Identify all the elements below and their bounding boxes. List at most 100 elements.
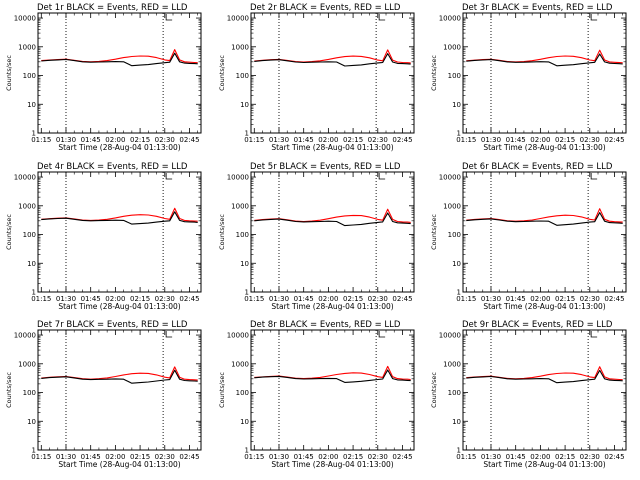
y-tick-label: 1000 xyxy=(443,202,461,210)
x-tick-label: 02:30 xyxy=(155,453,175,461)
x-tick-label: 02:45 xyxy=(392,453,412,461)
y-tick-label: 100 xyxy=(448,72,461,80)
y-tick-label: 100 xyxy=(236,389,249,397)
detector-panel-4: Det 4r BLACK = Events, RED = LLD 1 10 100 10… xyxy=(5,162,202,311)
x-tick-label: 01:30 xyxy=(481,136,501,144)
series-line-events xyxy=(254,53,411,67)
y-axis-label: Counts/sec xyxy=(430,55,438,91)
x-axis-label: Start Time (28-Aug-04 01:13:00) xyxy=(58,460,180,469)
x-tick-label: 01:45 xyxy=(294,136,314,144)
y-tick-label: 1 xyxy=(457,447,461,455)
x-tick-label: 01:15 xyxy=(244,453,264,461)
x-tick-label: 02:00 xyxy=(318,453,338,461)
x-tick-label: 01:15 xyxy=(456,136,476,144)
detector-panel-8: Det 8r BLACK = Events, RED = LLD 1 10 100 10… xyxy=(218,320,415,469)
plot-frame xyxy=(462,329,627,451)
y-axis-label: Counts/sec xyxy=(5,55,13,91)
y-axis-label: Counts/sec xyxy=(218,55,226,91)
plot-frame xyxy=(250,171,415,293)
chart-title: Det 7r BLACK = Events, RED = LLD xyxy=(37,320,188,330)
x-tick-label: 02:45 xyxy=(604,453,624,461)
x-axis-label: Start Time (28-Aug-04 01:13:00) xyxy=(271,143,393,152)
x-tick-label: 02:30 xyxy=(368,453,388,461)
series-line-events xyxy=(466,53,623,67)
y-tick-label: 10000 xyxy=(227,15,249,23)
y-tick-label: 10 xyxy=(27,260,36,268)
chart-title: Det 9r BLACK = Events, RED = LLD xyxy=(462,320,613,330)
y-axis-label: Counts/sec xyxy=(218,214,226,250)
y-tick-label: 10 xyxy=(240,260,249,268)
x-tick-label: 01:30 xyxy=(269,136,289,144)
plot-frame xyxy=(462,171,627,293)
x-tick-label: 02:15 xyxy=(130,295,150,303)
x-tick-label: 02:30 xyxy=(368,136,388,144)
x-tick-label: 01:45 xyxy=(506,453,526,461)
chart-title: Det 2r BLACK = Events, RED = LLD xyxy=(250,3,401,13)
y-axis-label: Counts/sec xyxy=(430,214,438,250)
y-tick-label: 1 xyxy=(457,130,461,138)
x-tick-label: 01:30 xyxy=(56,453,76,461)
x-tick-label: 02:00 xyxy=(530,295,550,303)
y-tick-label: 10000 xyxy=(14,174,36,182)
chart-title: Det 1r BLACK = Events, RED = LLD xyxy=(37,3,188,13)
detector-panel-3: Det 3r BLACK = Events, RED = LLD 1 10 100 10… xyxy=(430,3,627,152)
x-tick-label: 01:45 xyxy=(81,453,101,461)
y-tick-label: 100 xyxy=(23,231,36,239)
x-tick-label: 01:15 xyxy=(244,136,264,144)
y-axis-label: Counts/sec xyxy=(5,214,13,250)
x-axis-label: Start Time (28-Aug-04 01:13:00) xyxy=(58,143,180,152)
x-tick-label: 02:00 xyxy=(105,295,125,303)
y-tick-label: 100 xyxy=(23,389,36,397)
x-tick-label: 02:15 xyxy=(343,453,363,461)
series-line-events xyxy=(41,369,198,384)
x-tick-label: 02:45 xyxy=(604,295,624,303)
series-line-lld xyxy=(41,49,198,64)
x-tick-label: 01:30 xyxy=(269,453,289,461)
x-tick-label: 02:00 xyxy=(318,136,338,144)
x-tick-label: 01:45 xyxy=(506,295,526,303)
y-tick-label: 1000 xyxy=(18,202,36,210)
y-axis-label: Counts/sec xyxy=(430,372,438,408)
y-tick-label: 10000 xyxy=(439,15,461,23)
x-tick-label: 02:45 xyxy=(179,136,199,144)
plot-frame xyxy=(250,329,415,451)
bracket-marker xyxy=(590,331,598,338)
x-tick-label: 01:45 xyxy=(506,136,526,144)
bracket-marker xyxy=(378,331,386,338)
y-tick-label: 1000 xyxy=(231,202,249,210)
plot-frame xyxy=(250,12,415,134)
y-tick-label: 10 xyxy=(240,418,249,426)
x-tick-label: 01:30 xyxy=(481,453,501,461)
y-tick-label: 1 xyxy=(457,289,461,297)
x-tick-label: 02:30 xyxy=(580,453,600,461)
y-tick-label: 100 xyxy=(236,72,249,80)
y-tick-label: 100 xyxy=(236,231,249,239)
detector-panel-9: Det 9r BLACK = Events, RED = LLD 1 10 100 10… xyxy=(430,320,627,469)
y-tick-label: 1 xyxy=(32,130,36,138)
y-tick-label: 100 xyxy=(448,389,461,397)
y-tick-label: 10 xyxy=(240,101,249,109)
series-line-lld xyxy=(254,49,411,64)
bracket-marker xyxy=(590,14,598,21)
detector-panel-6: Det 6r BLACK = Events, RED = LLD 1 10 100 10… xyxy=(430,162,627,311)
chart-title: Det 4r BLACK = Events, RED = LLD xyxy=(37,162,188,172)
x-tick-label: 02:45 xyxy=(179,295,199,303)
y-tick-label: 1000 xyxy=(18,43,36,51)
y-tick-label: 1000 xyxy=(18,360,36,368)
series-line-lld xyxy=(41,207,198,222)
x-tick-label: 02:00 xyxy=(105,453,125,461)
chart-title: Det 5r BLACK = Events, RED = LLD xyxy=(250,162,401,172)
series-line-events xyxy=(254,369,411,383)
x-tick-label: 01:15 xyxy=(456,295,476,303)
x-tick-label: 02:15 xyxy=(555,453,575,461)
y-tick-label: 1000 xyxy=(443,43,461,51)
y-axis-label: Counts/sec xyxy=(218,372,226,408)
x-axis-label: Start Time (28-Aug-04 01:13:00) xyxy=(271,460,393,469)
y-axis-label: Counts/sec xyxy=(5,372,13,408)
bracket-marker xyxy=(165,173,173,180)
x-axis-label: Start Time (28-Aug-04 01:13:00) xyxy=(483,302,605,311)
y-tick-label: 10 xyxy=(27,101,36,109)
x-tick-label: 02:15 xyxy=(130,453,150,461)
detector-panel-5: Det 5r BLACK = Events, RED = LLD 1 10 100 10… xyxy=(218,162,415,311)
